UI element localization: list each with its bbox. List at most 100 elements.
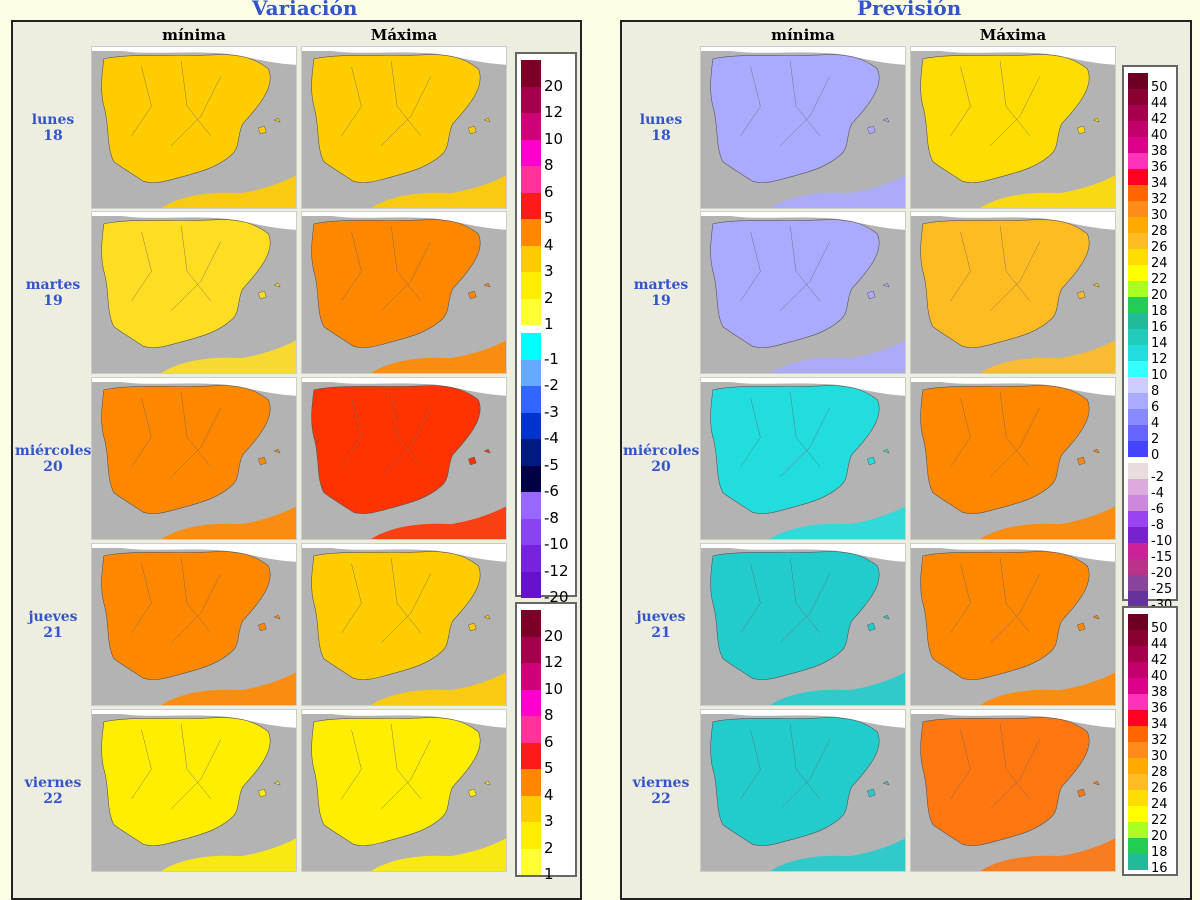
legend-variacion-2: 20 12 10 8 6 5 4 3 2 1: [515, 602, 577, 882]
map-var-max-21: [301, 543, 507, 706]
legend-label: -1: [544, 349, 559, 368]
map-prev-min-21: [700, 543, 906, 706]
legend-label: 24: [1151, 256, 1168, 271]
map-var-min-19: [91, 211, 297, 374]
title-variacion: Variación: [252, 0, 358, 20]
legend-label: -15: [1151, 550, 1173, 565]
day-label-18: lunes 18: [623, 112, 699, 144]
legend-swatch: [1128, 591, 1148, 607]
map-prev-min-19: [700, 211, 906, 374]
legend-label: 50: [1151, 621, 1168, 636]
legend-label: 18: [1151, 845, 1168, 860]
day-name: martes: [25, 277, 81, 293]
legend-label: 5: [544, 209, 554, 227]
legend-swatch: [1128, 89, 1148, 105]
legend-swatch: [1128, 463, 1148, 479]
legend-swatch: [521, 359, 541, 386]
day-name: miércoles: [15, 443, 92, 459]
legend-swatch: [521, 465, 541, 492]
legend-label: -20: [544, 588, 569, 606]
day-name: viernes: [24, 775, 82, 791]
legend-swatch: [521, 518, 541, 545]
map-prev-min-22: [700, 709, 906, 872]
day-label-21: jueves 21: [623, 609, 699, 641]
legend-swatch: [521, 113, 541, 140]
legend-label: 6: [544, 732, 554, 751]
legend-label: 44: [1151, 96, 1168, 111]
day-name: jueves: [636, 609, 686, 625]
legend-swatch: [1128, 105, 1148, 121]
legend-swatch: [1128, 678, 1148, 694]
day-label-19: martes 19: [623, 277, 699, 309]
day-number: 19: [43, 293, 63, 309]
day-label-22: viernes 22: [623, 775, 699, 807]
legend-swatch: [1128, 710, 1148, 726]
legend-swatch: [521, 439, 541, 466]
legend-swatch: [1128, 479, 1148, 495]
day-name: jueves: [28, 609, 78, 625]
legend-label: 22: [1151, 272, 1168, 287]
map-var-min-22: [91, 709, 297, 872]
day-label-22: viernes 22: [15, 775, 91, 807]
legend-swatch: [1128, 249, 1148, 265]
map-var-max-20: [301, 377, 507, 540]
day-number: 18: [43, 128, 63, 144]
map-var-min-21: [91, 543, 297, 706]
legend-swatch: [1128, 758, 1148, 774]
legend-swatch: [521, 769, 541, 796]
legend-label: 36: [1151, 701, 1168, 716]
legend-label: 32: [1151, 192, 1168, 207]
legend-label: 2: [544, 288, 554, 307]
legend-label: -6: [544, 482, 559, 500]
legend-label: 40: [1151, 669, 1168, 684]
map-prev-min-18: [700, 46, 906, 209]
legend-label: 20: [1151, 288, 1168, 303]
legend-swatch: [1128, 495, 1148, 511]
legend-swatch: [521, 571, 541, 598]
legend-label: -8: [1151, 518, 1164, 533]
legend-swatch: [1128, 281, 1148, 297]
legend-label: 24: [1151, 797, 1168, 812]
legend-label: 10: [544, 129, 564, 148]
legend-swatch: [1128, 543, 1148, 559]
legend-label: -10: [1151, 534, 1173, 549]
legend-swatch: [1128, 329, 1148, 345]
legend-label: 1: [544, 865, 554, 883]
legend-label: -2: [1151, 470, 1164, 485]
legend-swatch: [1128, 838, 1148, 854]
legend-label: 38: [1151, 685, 1168, 700]
legend-label: 4: [1151, 416, 1160, 431]
legend-label: 42: [1151, 653, 1168, 668]
legend-swatch: [521, 166, 541, 193]
map-prev-max-19: [910, 211, 1116, 374]
day-name: lunes: [31, 112, 75, 128]
legend-swatch: [1128, 137, 1148, 153]
map-prev-max-21: [910, 543, 1116, 706]
legend-swatch: [521, 139, 541, 166]
legend-label: -8: [544, 508, 559, 527]
legend-label: 26: [1151, 240, 1168, 255]
legend-swatch: [1128, 742, 1148, 758]
legend-label: 42: [1151, 112, 1168, 127]
legend-label: -25: [1151, 582, 1173, 597]
col-head-var-min: mínima: [162, 26, 226, 44]
legend-label: 4: [544, 235, 554, 254]
legend-label: 34: [1151, 176, 1168, 191]
day-label-18: lunes 18: [15, 112, 91, 144]
legend-swatch: [521, 192, 541, 219]
legend-label: 12: [544, 653, 564, 671]
day-name: martes: [633, 277, 689, 293]
legend-label: -10: [544, 535, 569, 553]
map-var-max-18: [301, 46, 507, 209]
legend-swatch: [1128, 345, 1148, 361]
legend-swatch: [1128, 511, 1148, 527]
title-prevision: Previsión: [857, 0, 962, 20]
legend-label: 8: [544, 156, 554, 174]
legend-swatch: [1128, 646, 1148, 662]
day-number: 21: [43, 625, 63, 641]
legend-label: 6: [1151, 400, 1160, 415]
legend-label: 30: [1151, 749, 1168, 764]
legend-label: 28: [1151, 224, 1168, 239]
legend-label: 5: [544, 759, 554, 777]
map-var-max-22: [301, 709, 507, 872]
